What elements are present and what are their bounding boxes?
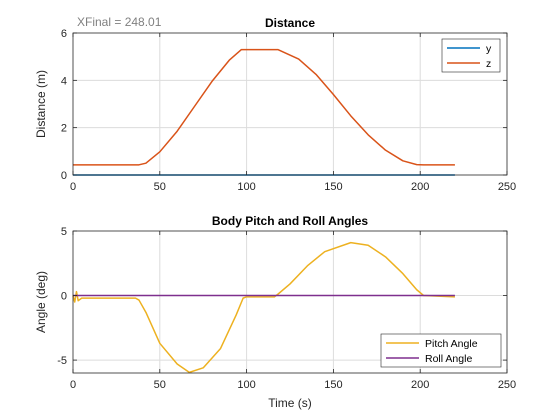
distance-title: Distance — [265, 16, 315, 30]
legend-entry-y: y — [447, 43, 492, 55]
distance-x-tick-label: 100 — [237, 181, 255, 193]
legend-label-y: y — [486, 43, 492, 55]
legend-label-z: z — [486, 58, 491, 70]
pitch-roll-chart: 0 50 100 150 200 250-505 Body Pitch and Roll … — [34, 214, 516, 410]
pitch-roll-series-lines — [72, 241, 455, 374]
legend-label-roll-angle: Roll Angle — [425, 353, 472, 365]
series-line-pitch-angle — [72, 241, 455, 374]
series-line-z — [73, 48, 455, 166]
pitch-roll-x-tick-label: 100 — [237, 379, 255, 391]
pitch-roll-legend: Pitch Angle Roll Angle — [380, 333, 502, 368]
pitch-roll-title: Body Pitch and Roll Angles — [212, 214, 369, 228]
pitch-roll-y-tick-label: 0 — [61, 291, 67, 303]
distance-legend: y z — [441, 38, 501, 73]
pitch-roll-axes-frame — [72, 230, 508, 374]
pitch-roll-x-tick-label: 250 — [498, 379, 516, 391]
distance-y-tick-label: 4 — [61, 75, 67, 87]
distance-chart: 0 50 100 150 200 250 0 2 4 6 Distance XFinal = 24… — [34, 15, 516, 193]
pitch-roll-x-tick-label: 0 — [70, 379, 76, 391]
distance-x-tick-label: 250 — [498, 181, 516, 193]
pitch-roll-y-tick-label: 5 — [61, 226, 67, 238]
legend-entry-pitch-angle: Pitch Angle — [386, 338, 478, 350]
legend-label-pitch-angle: Pitch Angle — [425, 338, 478, 350]
pitch-roll-ticks: 0 50 100 150 200 250-505 — [57, 226, 516, 391]
distance-y-tick-label: 6 — [61, 28, 67, 40]
distance-plot-area — [73, 33, 507, 175]
distance-grid — [73, 33, 507, 175]
pitch-roll-legend-box — [380, 333, 502, 368]
distance-legend-box — [441, 38, 501, 73]
pitch-roll-x-tick-label: 200 — [411, 379, 429, 391]
pitch-roll-x-tick-label: 150 — [324, 379, 342, 391]
distance-x-tick-label: 50 — [154, 181, 166, 193]
distance-y-tick-label: 0 — [61, 170, 67, 182]
distance-y-axis-label: Distance (m) — [34, 70, 48, 138]
time-x-axis-label: Time (s) — [268, 396, 312, 410]
distance-ticks: 0 50 100 150 200 250 0 2 4 6 — [61, 28, 516, 193]
pitch-roll-x-tick-label: 50 — [154, 379, 166, 391]
legend-entry-z: z — [447, 58, 491, 70]
distance-x-tick-label: 0 — [70, 181, 76, 193]
distance-x-tick-label: 150 — [324, 181, 342, 193]
pitch-roll-y-tick-label: -5 — [57, 355, 67, 367]
legend-entry-roll-angle: Roll Angle — [386, 353, 472, 365]
xfinal-annotation: XFinal = 248.01 — [77, 15, 162, 29]
distance-x-tick-label: 200 — [411, 181, 429, 193]
distance-y-tick-label: 2 — [61, 123, 67, 135]
pitch-roll-y-axis-label: Angle (deg) — [34, 271, 48, 333]
distance-axes-frame — [72, 32, 508, 176]
